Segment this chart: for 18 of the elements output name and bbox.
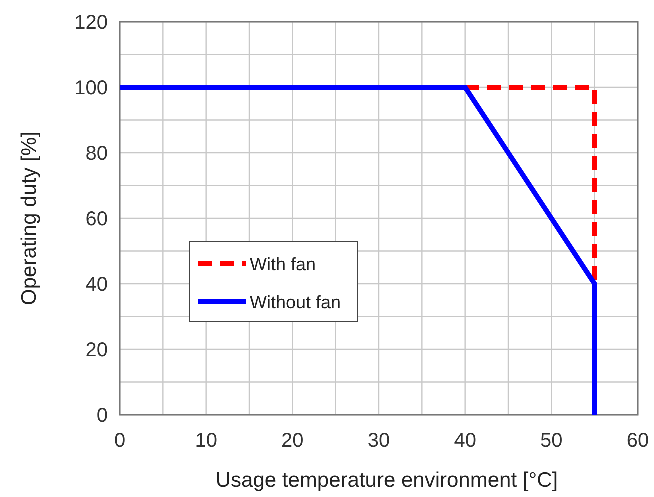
y-tick-label: 20 — [86, 340, 108, 362]
y-tick-label: 60 — [86, 208, 108, 230]
x-tick-label: 50 — [540, 430, 563, 452]
y-tick-label: 0 — [96, 405, 108, 427]
x-tick-label: 40 — [454, 430, 476, 452]
x-tick-label: 30 — [368, 430, 390, 452]
y-tick-label: 120 — [74, 12, 108, 34]
x-tick-label: 0 — [114, 430, 126, 452]
y-tick-label: 80 — [86, 143, 108, 165]
legend-label: With fan — [250, 254, 316, 274]
y-axis-title: Operating duty [%] — [18, 132, 41, 306]
x-axis-title: Usage temperature environment [°C] — [216, 469, 558, 492]
legend-label: Without fan — [250, 292, 342, 312]
x-tick-label: 10 — [195, 430, 218, 452]
x-tick-label: 60 — [626, 430, 650, 452]
y-tick-label: 40 — [86, 274, 108, 296]
y-tick-label: 100 — [74, 78, 108, 100]
x-tick-label: 20 — [282, 430, 304, 452]
